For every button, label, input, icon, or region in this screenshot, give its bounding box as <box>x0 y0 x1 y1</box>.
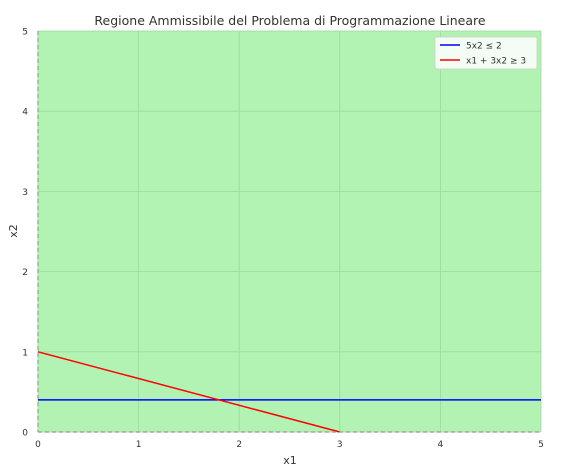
x-axis-ticks: 0 1 2 3 4 5 <box>35 440 544 450</box>
x-tick-label: 5 <box>538 440 544 450</box>
y-axis-ticks: 0 1 2 3 4 5 <box>22 28 28 439</box>
x-tick-label: 0 <box>35 440 41 450</box>
y-tick-label: 4 <box>22 108 28 118</box>
series-lines <box>37 351 541 433</box>
legend: 5x2 ≤ 2 x1 + 3x2 ≥ 3 <box>434 36 538 70</box>
x-axis-label: x1 <box>283 454 297 467</box>
legend-label-series-1: x1 + 3x2 ≥ 3 <box>466 57 526 67</box>
x-tick-label: 1 <box>136 440 142 450</box>
y-tick-label: 3 <box>22 188 28 198</box>
legend-box <box>434 36 538 70</box>
feasible-region <box>38 31 541 432</box>
chart-title: Regione Ammissibile del Problema di Prog… <box>94 13 485 28</box>
y-tick-label: 2 <box>22 268 28 278</box>
y-axis-label: x2 <box>7 224 20 238</box>
x-tick-label: 3 <box>337 440 343 450</box>
x-tick-label: 2 <box>236 440 242 450</box>
grid <box>37 30 542 433</box>
y-tick-label: 5 <box>22 28 28 38</box>
legend-label-series-0: 5x2 ≤ 2 <box>466 42 502 52</box>
x-tick-label: 4 <box>438 440 444 450</box>
y-tick-label: 1 <box>22 348 28 358</box>
axis-lines <box>37 31 541 433</box>
y-tick-label: 0 <box>22 429 28 439</box>
series-line-1 <box>37 351 340 433</box>
